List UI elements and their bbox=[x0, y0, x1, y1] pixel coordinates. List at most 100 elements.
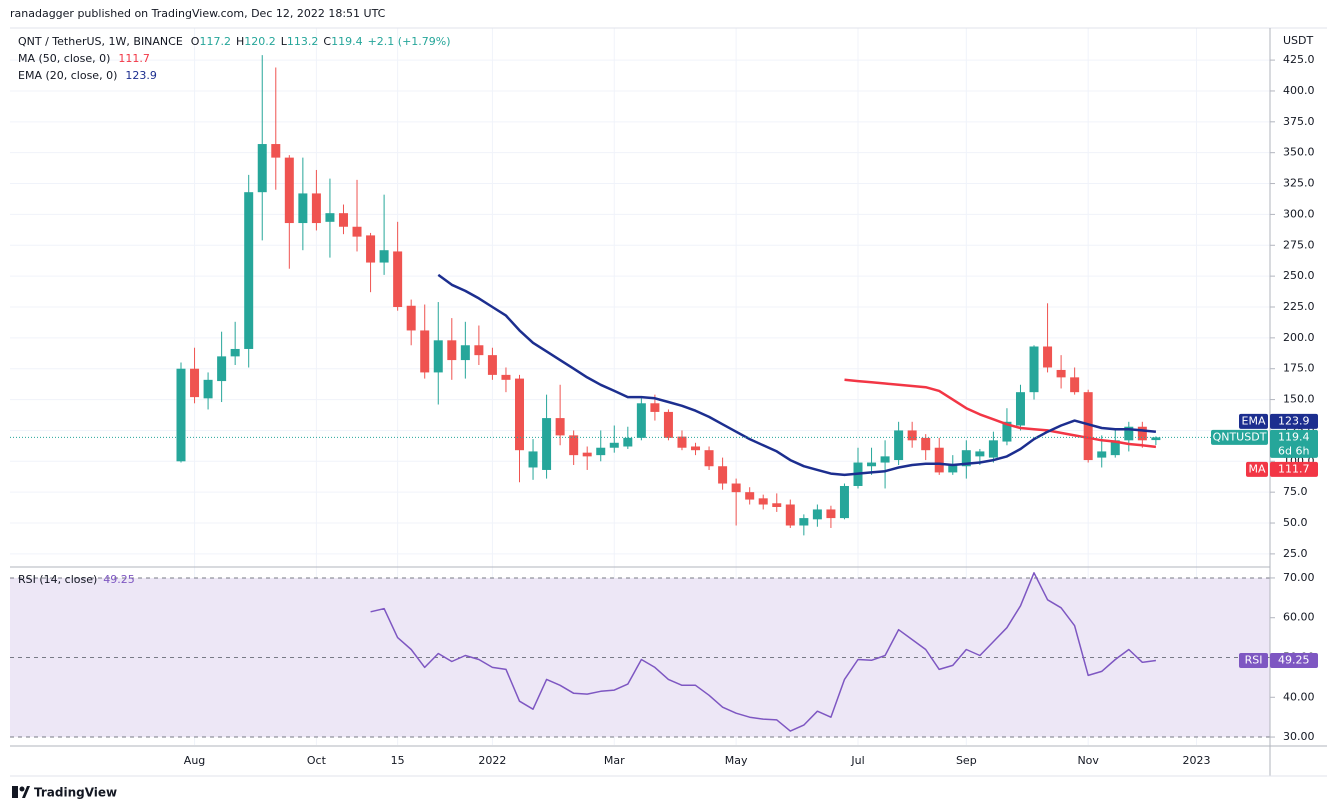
y-tick-label: 150.0 bbox=[1283, 393, 1315, 406]
y-tick-label: 75.0 bbox=[1283, 485, 1308, 498]
candle-body bbox=[217, 356, 227, 382]
rsi-line bbox=[370, 572, 1156, 732]
candle-body bbox=[839, 485, 849, 519]
candle-body bbox=[731, 483, 741, 493]
y-tick-label: 70.00 bbox=[1283, 571, 1315, 584]
y-tick-label: 375.0 bbox=[1283, 115, 1315, 128]
y-tick-label: 25.0 bbox=[1283, 547, 1308, 560]
candle-body bbox=[555, 418, 565, 436]
ohlc-value: 120.2 bbox=[244, 35, 276, 48]
brand-name: TradingView bbox=[34, 786, 117, 800]
overlay-line bbox=[844, 378, 1157, 449]
tag-name: QNTUSDT bbox=[1213, 430, 1267, 443]
x-tick-label: 15 bbox=[391, 754, 405, 767]
candle-body bbox=[230, 348, 240, 357]
candle-body bbox=[1070, 377, 1080, 393]
candle-body bbox=[311, 193, 321, 224]
x-tick-label: Oct bbox=[307, 754, 327, 767]
candle-body bbox=[975, 451, 985, 457]
grid: Aug Oct 15 2022 Mar May Jul Sep Nov 2023 25.0 50.0 7… bbox=[10, 28, 1315, 767]
candle-body bbox=[894, 430, 904, 461]
tag-name-box bbox=[1246, 461, 1268, 477]
y-tick-label: 60.00 bbox=[1283, 611, 1315, 624]
x-tick-label: 2022 bbox=[478, 754, 506, 767]
countdown: 6d 6h bbox=[1278, 444, 1309, 457]
candle-body bbox=[501, 374, 511, 380]
tag-name: MA bbox=[1248, 462, 1265, 475]
tag-name-box bbox=[1239, 652, 1268, 668]
candle-body bbox=[880, 456, 890, 463]
candle-body bbox=[1056, 369, 1066, 378]
candle-body bbox=[176, 368, 186, 462]
candle-body bbox=[867, 462, 877, 467]
published-note: ranadagger published on TradingView.com,… bbox=[10, 7, 386, 20]
candle-body bbox=[203, 379, 213, 399]
tag-value: 119.4 bbox=[1278, 430, 1310, 443]
candle-body bbox=[785, 504, 795, 526]
ohlc-value: 117.2 bbox=[199, 35, 231, 48]
candle-body bbox=[636, 403, 646, 438]
candle-body bbox=[1015, 392, 1025, 426]
candle-body bbox=[298, 193, 308, 224]
candle-body bbox=[1043, 346, 1053, 368]
candle-body bbox=[677, 436, 687, 448]
candle-body bbox=[515, 378, 524, 451]
indicator-value: 123.9 bbox=[125, 69, 157, 82]
tag-value-box bbox=[1270, 652, 1318, 668]
candle-body bbox=[271, 144, 281, 158]
ohlc-prefix: L bbox=[281, 35, 288, 48]
candle-body bbox=[623, 437, 633, 447]
legend: QNT / TetherUS, 1W, BINANCE O117.2 H120.2 L… bbox=[18, 35, 451, 586]
tag-name: RSI bbox=[1245, 653, 1263, 666]
candle-body bbox=[447, 340, 457, 361]
candle-body bbox=[542, 418, 552, 470]
candle-body bbox=[284, 157, 294, 224]
candle-body bbox=[257, 144, 267, 193]
candle-body bbox=[988, 440, 998, 458]
candle-body bbox=[1097, 451, 1107, 458]
brand: TradingView bbox=[12, 786, 117, 800]
candle-body bbox=[433, 340, 443, 373]
candle-body bbox=[826, 509, 836, 519]
ohlc-prefix: C bbox=[323, 35, 331, 48]
candle-body bbox=[609, 442, 619, 448]
candle-body bbox=[663, 411, 673, 438]
indicator-name: MA (50, close, 0) bbox=[18, 52, 110, 65]
ohlc-value: 113.2 bbox=[287, 35, 319, 48]
y-tick-label: 250.0 bbox=[1283, 269, 1315, 282]
x-tick-label: 2023 bbox=[1183, 754, 1211, 767]
logo-mark bbox=[19, 786, 25, 792]
candle-body bbox=[1110, 440, 1120, 456]
y-tick-label: 275.0 bbox=[1283, 238, 1315, 251]
candle-body bbox=[704, 450, 714, 467]
y-tick-label: 225.0 bbox=[1283, 300, 1315, 313]
legend-symbol-line: QNT / TetherUS, 1W, BINANCE O117.2 H120.2 L… bbox=[18, 35, 451, 48]
candle-body bbox=[487, 355, 497, 375]
y-tick-label: 30.00 bbox=[1283, 730, 1315, 743]
candle-body bbox=[745, 492, 755, 500]
candle-body bbox=[244, 192, 254, 349]
x-tick-label: Jul bbox=[850, 754, 864, 767]
price-tags: QNTUSDT 119.46d 6h MA 111.7 EMA 123.9 RSI 49.25 bbox=[1211, 413, 1318, 668]
candle-body bbox=[772, 503, 782, 507]
y-tick-label: 400.0 bbox=[1283, 84, 1315, 97]
candle-body bbox=[352, 226, 362, 237]
candle-body bbox=[799, 518, 809, 526]
candle-body bbox=[338, 213, 348, 227]
x-tick-label: Sep bbox=[956, 754, 977, 767]
indicator-name: EMA (20, close, 0) bbox=[18, 69, 117, 82]
tag-value: 111.7 bbox=[1278, 462, 1310, 475]
ohlc-value: 119.4 bbox=[331, 35, 363, 48]
candle-body bbox=[582, 452, 592, 457]
candle-body bbox=[758, 498, 768, 505]
marks bbox=[10, 55, 1270, 732]
candle-body bbox=[718, 466, 728, 484]
tag-value-box bbox=[1270, 413, 1318, 429]
rsi-band bbox=[10, 577, 1270, 738]
candle-body bbox=[366, 235, 376, 263]
candle-body bbox=[650, 403, 660, 412]
logo-mark bbox=[12, 786, 18, 798]
legend-indicator: EMA (20, close, 0) 123.9 bbox=[18, 69, 157, 82]
candle-body bbox=[474, 345, 484, 356]
candle-body bbox=[596, 447, 606, 456]
